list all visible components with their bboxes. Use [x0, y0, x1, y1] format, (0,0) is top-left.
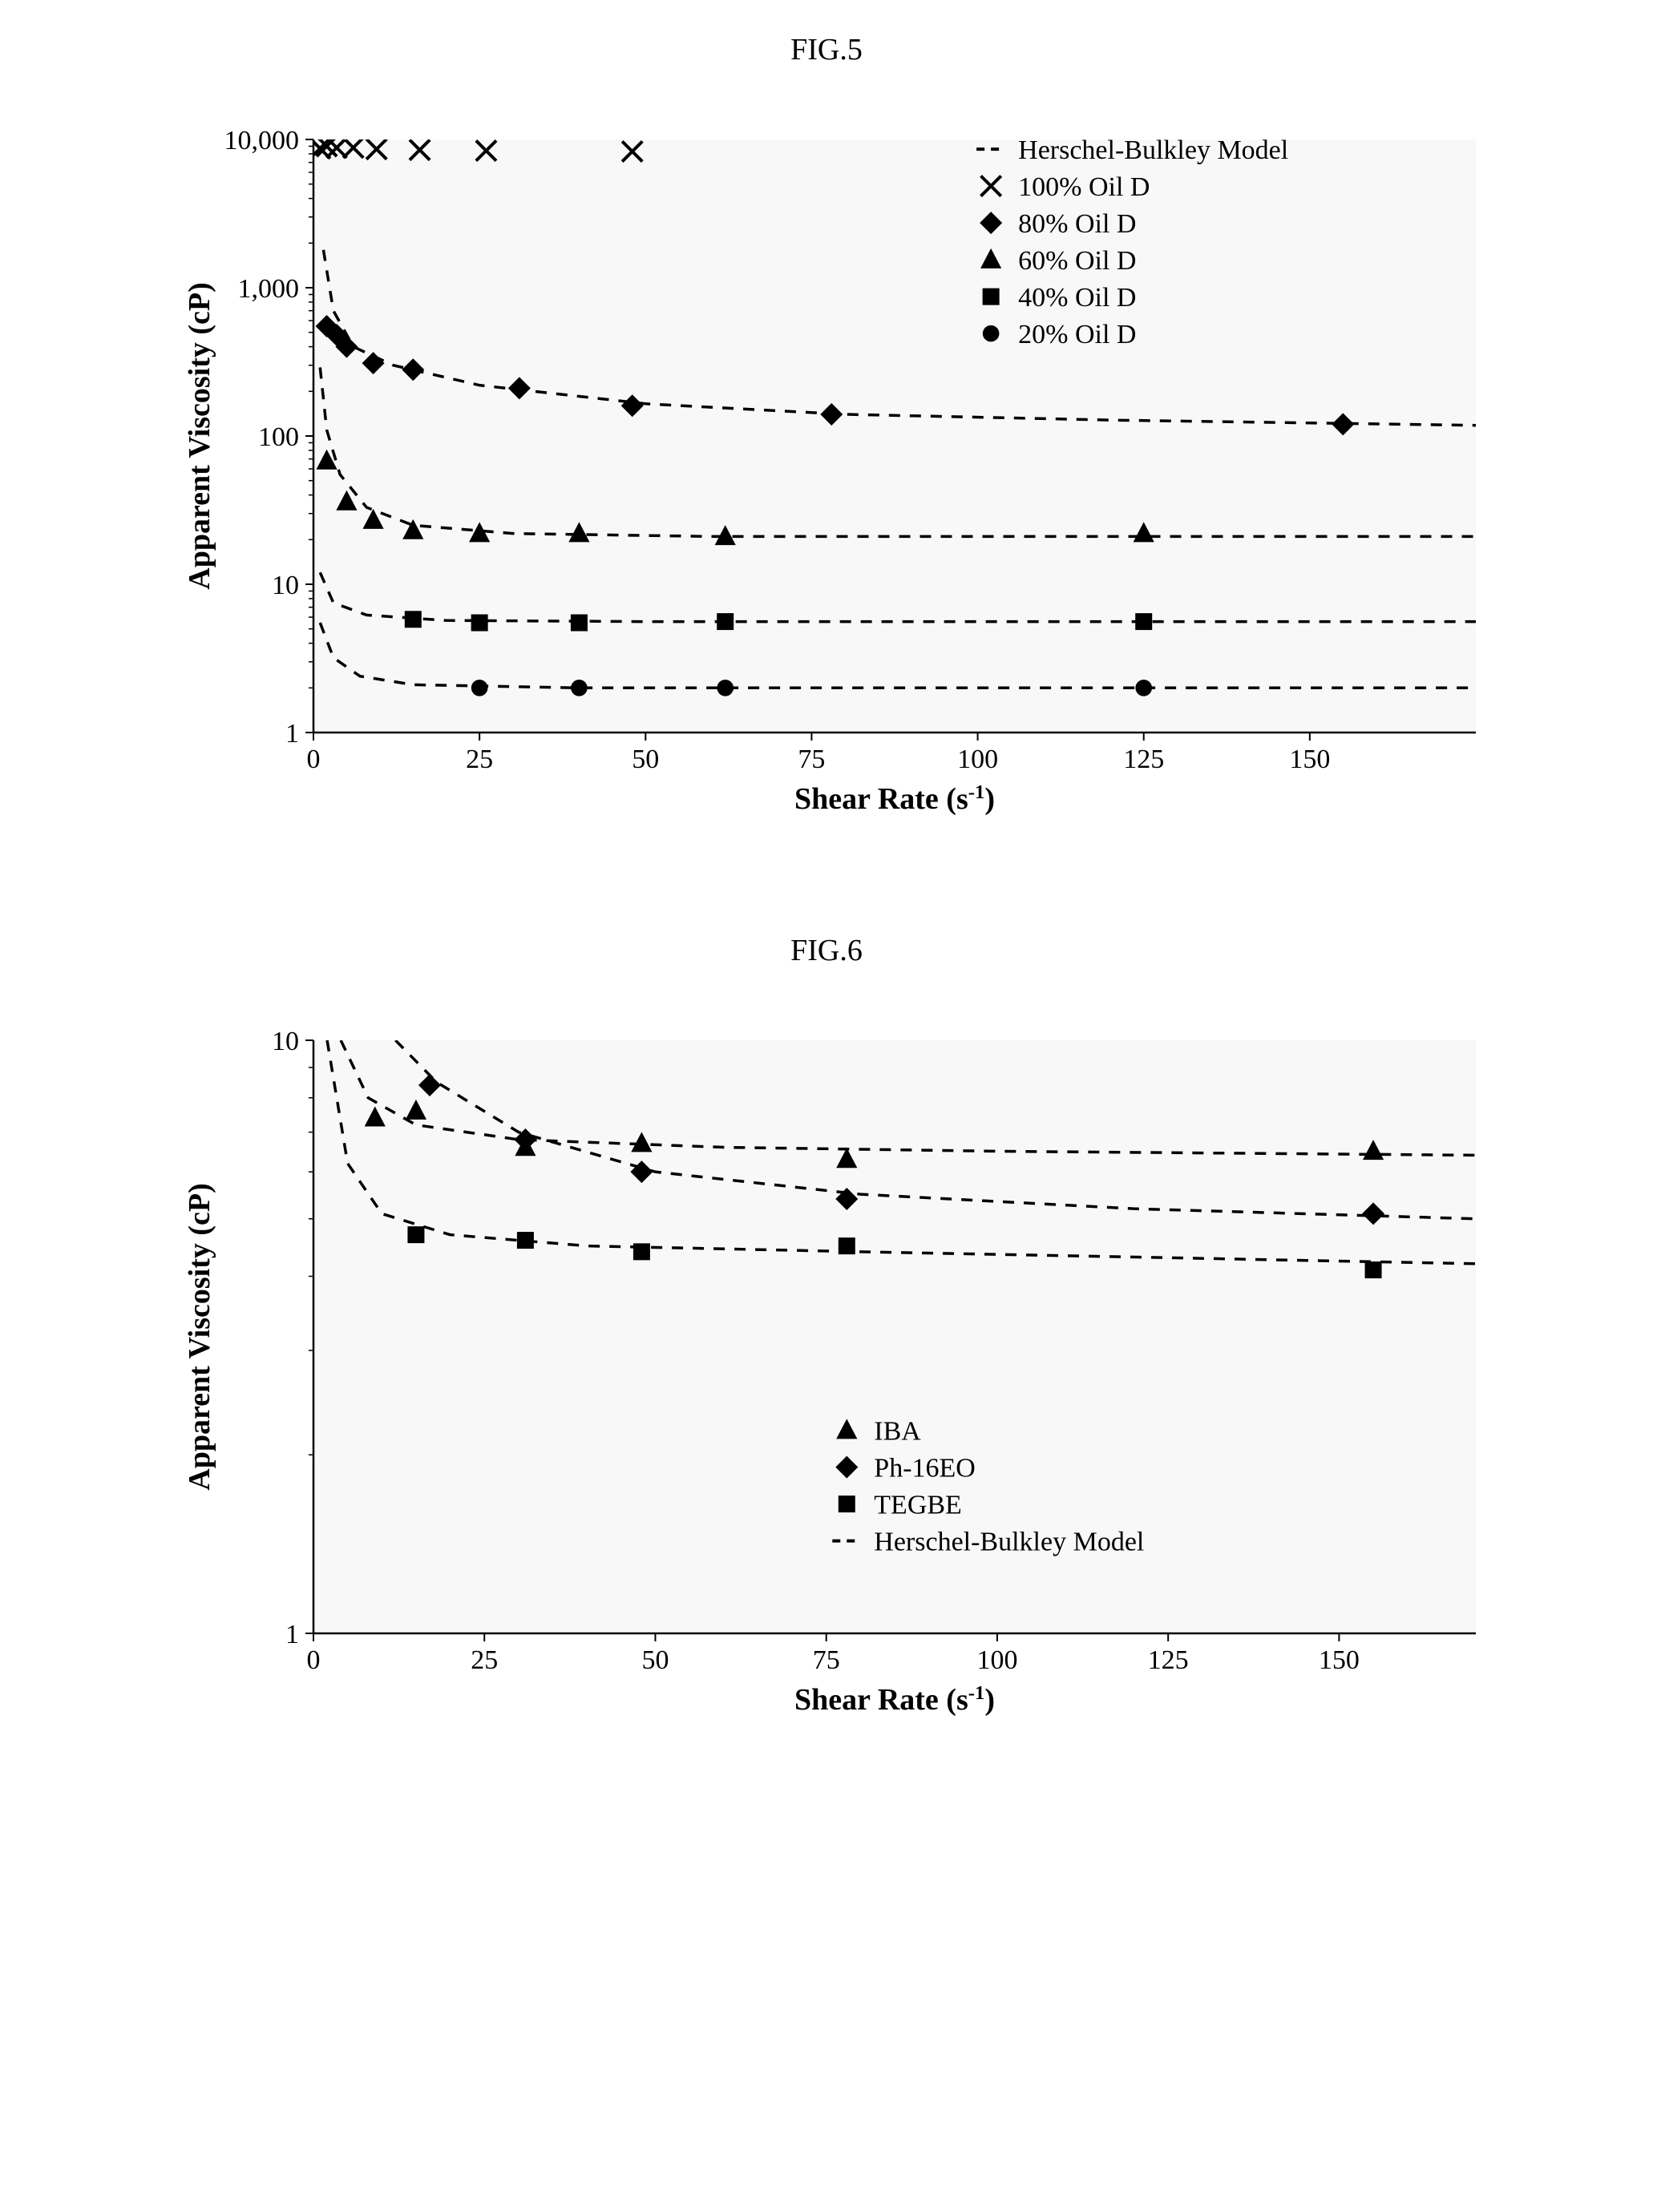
- svg-text:20% Oil D: 20% Oil D: [1018, 320, 1136, 349]
- svg-text:25: 25: [466, 745, 493, 774]
- chart-svg: 0 25 50 75 100 125 150 1 10 Shear Rate (s-1) Appar…: [145, 1016, 1508, 1738]
- svg-text:Shear Rate (s-1): Shear Rate (s-1): [794, 1682, 995, 1718]
- svg-text:1: 1: [285, 1620, 299, 1649]
- chart-svg: 0 25 50 75 100 125 150 1 10 100 1,000 10,000 Shear R…: [145, 115, 1508, 837]
- svg-text:0: 0: [307, 1645, 321, 1675]
- svg-text:Herschel-Bulkley Model: Herschel-Bulkley Model: [874, 1528, 1144, 1557]
- svg-text:100% Oil D: 100% Oil D: [1018, 172, 1150, 202]
- fig5-chart: 0 25 50 75 100 125 150 1 10 100 1,000 10,000 Shear R…: [48, 115, 1605, 837]
- svg-text:125: 125: [1123, 745, 1164, 774]
- svg-text:Herschel-Bulkley Model: Herschel-Bulkley Model: [1018, 135, 1288, 165]
- svg-text:100: 100: [258, 422, 299, 452]
- svg-text:75: 75: [813, 1645, 840, 1675]
- svg-text:TEGBE: TEGBE: [874, 1491, 962, 1520]
- svg-text:1: 1: [285, 719, 299, 749]
- fig6-label: FIG.6: [48, 933, 1605, 968]
- svg-text:50: 50: [632, 745, 659, 774]
- svg-text:Shear Rate (s-1): Shear Rate (s-1): [794, 781, 995, 817]
- svg-text:100: 100: [957, 745, 998, 774]
- fig5-label: FIG.5: [48, 32, 1605, 67]
- svg-text:1,000: 1,000: [238, 274, 300, 304]
- svg-text:10: 10: [272, 1027, 299, 1056]
- svg-text:Ph-16EO: Ph-16EO: [874, 1454, 976, 1483]
- svg-text:10,000: 10,000: [224, 126, 300, 155]
- svg-text:60% Oil D: 60% Oil D: [1018, 246, 1136, 276]
- svg-text:IBA: IBA: [874, 1417, 921, 1447]
- fig6-chart: 0 25 50 75 100 125 150 1 10 Shear Rate (s-1) Appar…: [48, 1016, 1605, 1738]
- svg-text:125: 125: [1148, 1645, 1189, 1675]
- svg-text:75: 75: [798, 745, 825, 774]
- svg-text:Apparent Viscosity (cP): Apparent Viscosity (cP): [183, 1183, 216, 1491]
- figure-6: FIG.6 0 25 50 75 100 125 150 1 10 Shear Rate (s-1…: [48, 933, 1605, 1738]
- svg-text:150: 150: [1289, 745, 1330, 774]
- svg-text:25: 25: [471, 1645, 498, 1675]
- svg-text:50: 50: [641, 1645, 669, 1675]
- svg-text:0: 0: [307, 745, 321, 774]
- figure-5: FIG.5 0 25 50 75 100 125 150 1 10 100 1,000 10,000 S…: [48, 32, 1605, 837]
- svg-text:Apparent Viscosity (cP): Apparent Viscosity (cP): [183, 282, 216, 590]
- svg-text:80% Oil D: 80% Oil D: [1018, 209, 1136, 239]
- svg-text:10: 10: [272, 571, 299, 600]
- svg-text:40% Oil D: 40% Oil D: [1018, 283, 1136, 313]
- svg-text:150: 150: [1319, 1645, 1360, 1675]
- svg-text:100: 100: [976, 1645, 1017, 1675]
